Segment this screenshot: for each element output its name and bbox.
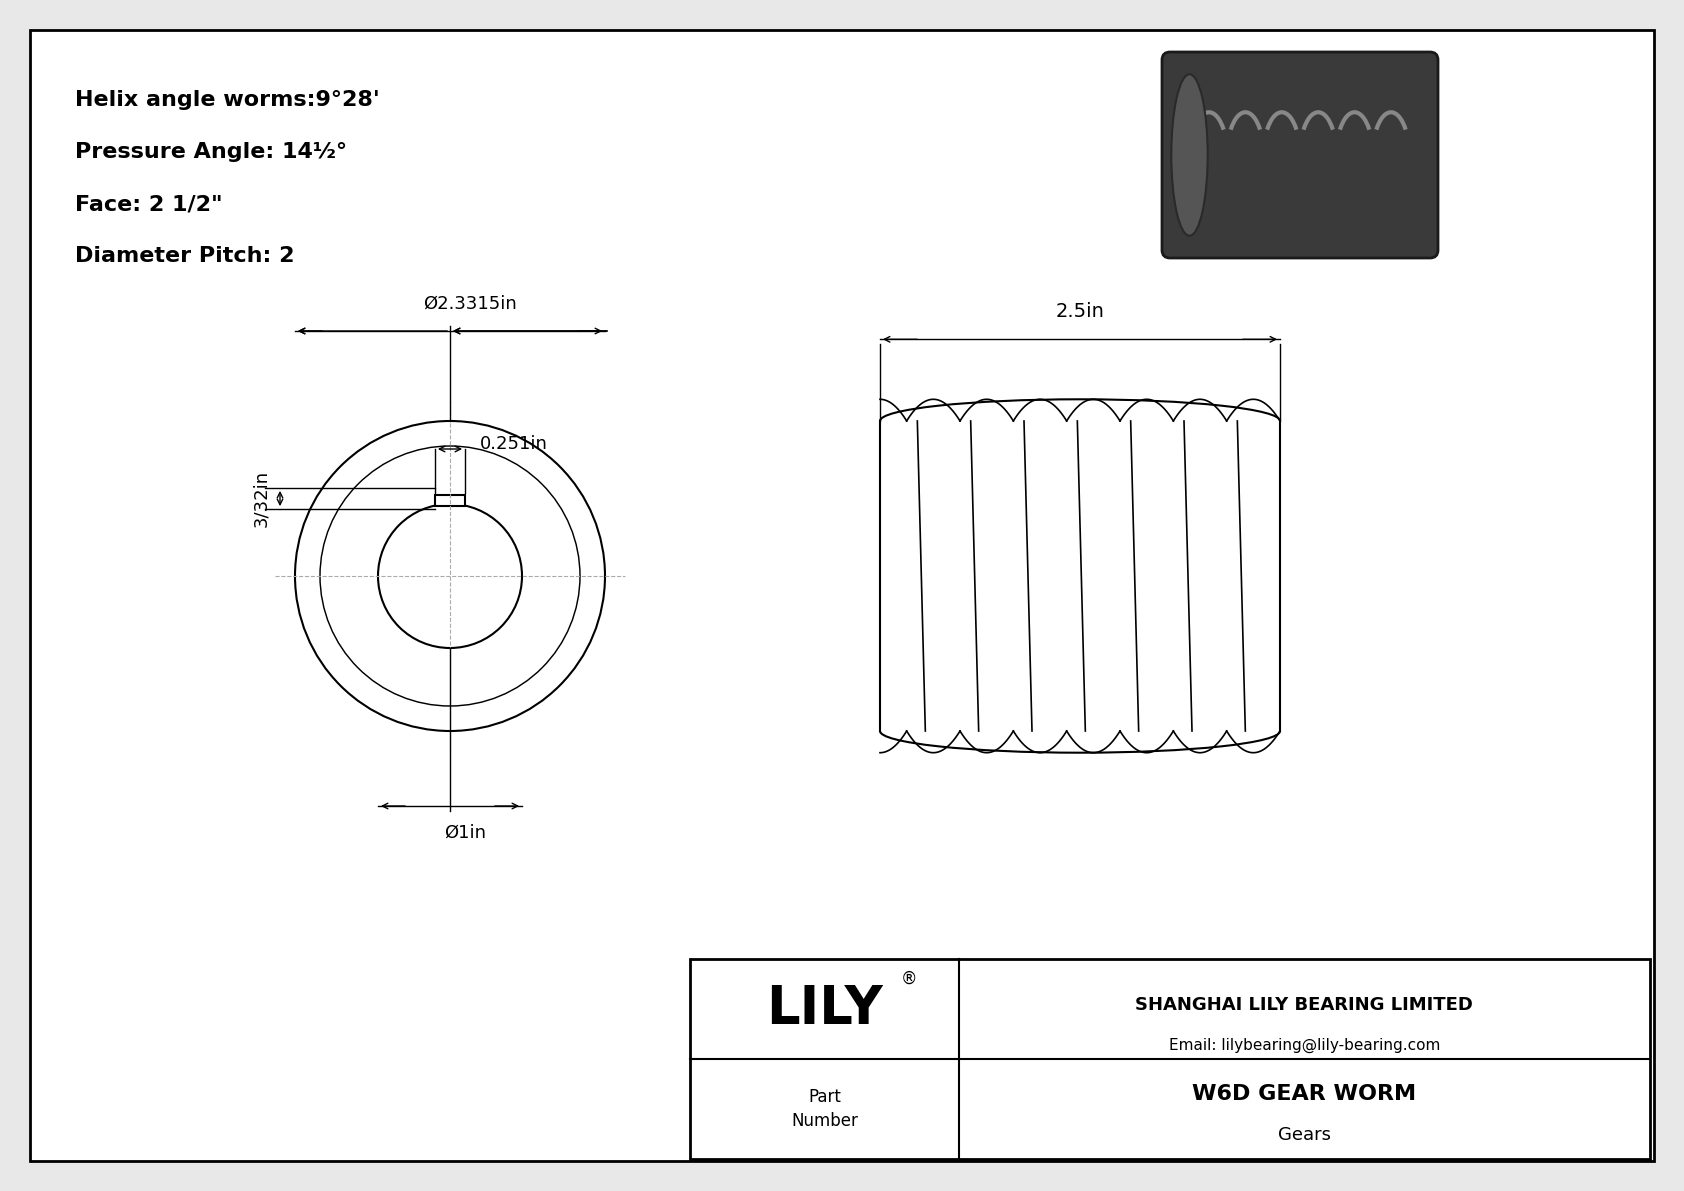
Bar <box>434 495 465 506</box>
Ellipse shape <box>1182 136 1206 174</box>
Text: Email: lilybearing@lily-bearing.com: Email: lilybearing@lily-bearing.com <box>1169 1037 1440 1053</box>
Text: SHANGHAI LILY BEARING LIMITED: SHANGHAI LILY BEARING LIMITED <box>1135 996 1474 1014</box>
Text: Face: 2 1/2": Face: 2 1/2" <box>76 194 222 214</box>
Bar <box>690 959 1650 1159</box>
Text: W6D GEAR WORM: W6D GEAR WORM <box>1192 1084 1416 1104</box>
FancyBboxPatch shape <box>1162 52 1438 258</box>
Text: ®: ® <box>901 969 918 989</box>
Text: 3/32in: 3/32in <box>253 470 269 528</box>
Text: Helix angle worms:9°28': Helix angle worms:9°28' <box>76 91 381 110</box>
Text: Gears: Gears <box>1278 1125 1330 1145</box>
Text: Ø2.3315in: Ø2.3315in <box>423 295 517 313</box>
Text: LILY: LILY <box>766 983 882 1035</box>
Text: Ø1in: Ø1in <box>445 824 487 842</box>
Ellipse shape <box>1172 74 1207 236</box>
Text: 2.5in: 2.5in <box>1056 303 1105 322</box>
Text: Pressure Angle: 14½°: Pressure Angle: 14½° <box>76 142 347 162</box>
Text: Part
Number: Part Number <box>791 1089 857 1130</box>
Text: Diameter Pitch: 2: Diameter Pitch: 2 <box>76 247 295 266</box>
Text: 0.251in: 0.251in <box>480 435 547 453</box>
